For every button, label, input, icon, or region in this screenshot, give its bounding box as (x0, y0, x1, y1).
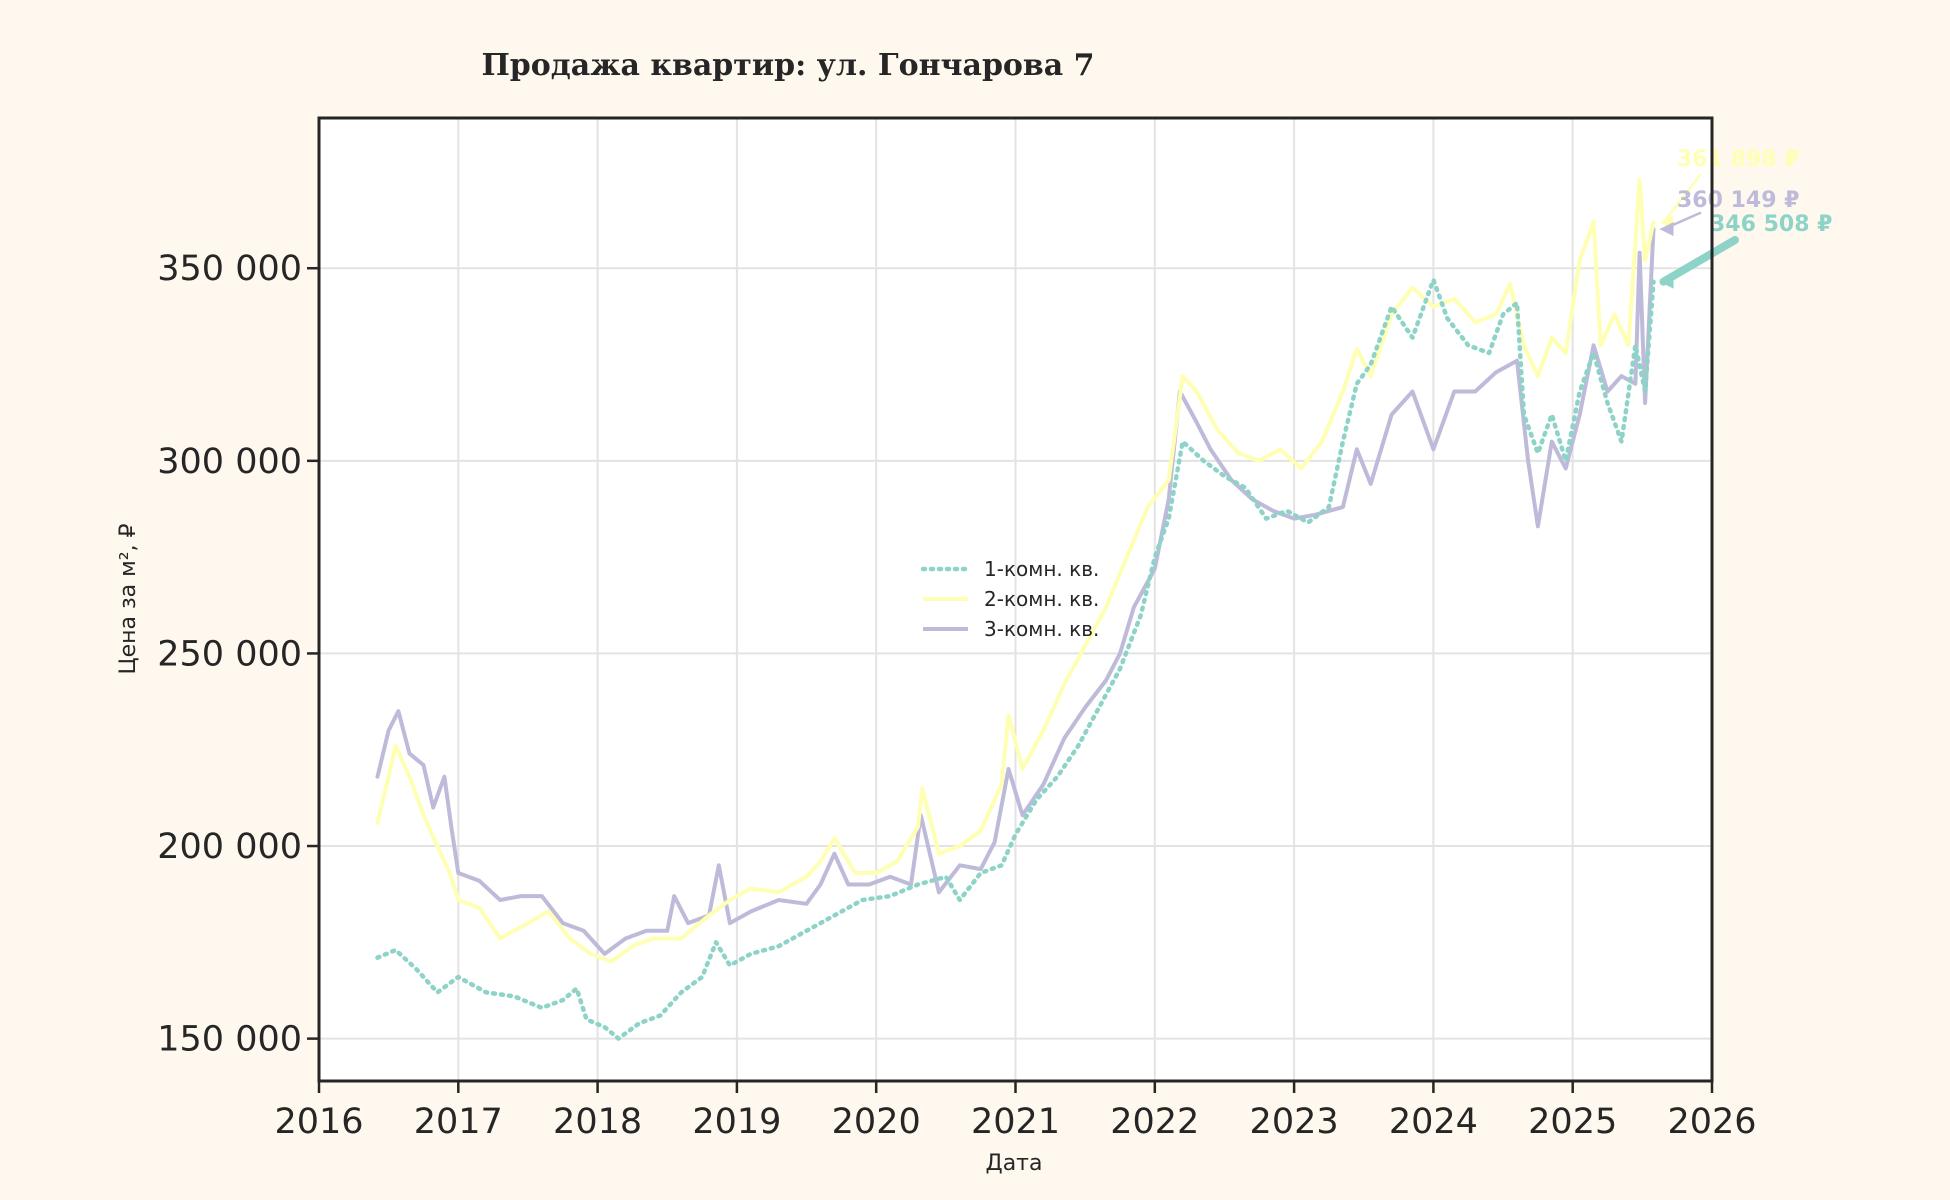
x-tick-label: 2024 (1389, 1102, 1478, 1142)
x-tick-label: 2023 (1250, 1102, 1339, 1142)
series-layer (375, 177, 1656, 1041)
end-label-arrowhead (1659, 274, 1674, 289)
end-label-arrow (1659, 236, 1739, 286)
x-tick-label: 2020 (832, 1102, 921, 1142)
end-label-arrowhead (1659, 222, 1674, 237)
y-axis: 150 000 200 000 250 000 300 000 350 000 (157, 249, 319, 1060)
y-tick-label: 300 000 (157, 442, 302, 482)
end-label: 360 149 ₽ (1677, 188, 1799, 213)
x-tick-label: 2017 (414, 1102, 503, 1142)
x-axis: 2016 2017 2018 2019 2020 2021 2022 2023 2024 2025… (274, 1081, 1757, 1142)
end-label: 361 898 ₽ (1677, 147, 1799, 172)
x-tick-label: 2019 (692, 1102, 781, 1142)
end-label: 346 508 ₽ (1710, 212, 1832, 237)
x-tick-label: 2025 (1528, 1102, 1617, 1142)
y-tick-label: 150 000 (157, 1020, 302, 1060)
chart-title: Продажа квартир: ул. Гончарова 7 (481, 48, 1094, 83)
series-line-3 (375, 227, 1656, 956)
end-labels: 346 508 ₽ 361 898 ₽ 360 149 ₽ (1659, 147, 1832, 289)
x-tick-label: 2016 (274, 1102, 363, 1142)
legend-label: 2-комн. кв. (984, 587, 1099, 611)
y-tick-label: 200 000 (157, 827, 302, 867)
x-tick-label: 2022 (1110, 1102, 1199, 1142)
x-axis-label: Дата (986, 1151, 1043, 1176)
legend-label: 1-комн. кв. (984, 557, 1099, 581)
x-tick-label: 2018 (553, 1102, 642, 1142)
y-tick-label: 250 000 (157, 634, 302, 674)
y-tick-label: 350 000 (157, 249, 302, 289)
y-axis-label: Цена за м², ₽ (116, 523, 141, 674)
legend-label: 3-комн. кв. (984, 617, 1099, 641)
x-tick-label: 2026 (1667, 1102, 1756, 1142)
series-line-2 (375, 177, 1656, 964)
end-label-arrow (1662, 173, 1702, 224)
legend: 1-комн. кв. 2-комн. кв. 3-комн. кв. (920, 557, 1099, 641)
x-tick-label: 2021 (971, 1102, 1060, 1142)
